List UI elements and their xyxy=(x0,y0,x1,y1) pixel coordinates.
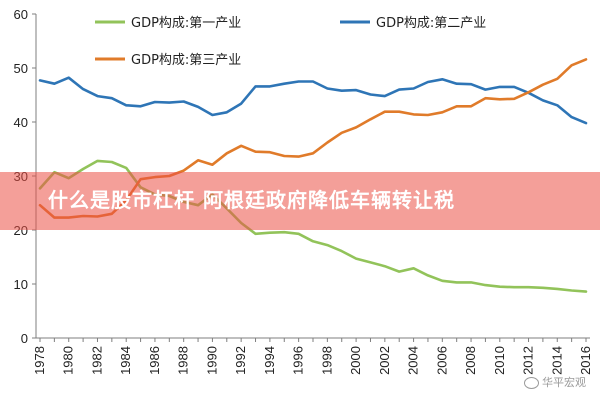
x-tick-label: 2016 xyxy=(578,346,593,375)
x-tick-label: 2012 xyxy=(521,346,536,375)
x-tick-label: 2008 xyxy=(463,346,478,375)
x-tick-label: 2002 xyxy=(377,346,392,375)
legend-label: GDP构成:第二产业 xyxy=(376,16,486,31)
x-tick-label: 1982 xyxy=(89,346,104,375)
x-tick-label: 1980 xyxy=(61,346,76,375)
x-tick-label: 1998 xyxy=(319,346,334,375)
x-tick-label: 2000 xyxy=(348,346,363,375)
series-line-2 xyxy=(38,76,588,125)
x-tick-label: 2006 xyxy=(434,346,449,375)
x-tick-label: 1986 xyxy=(147,346,162,375)
headline-banner: 什么是股市杠杆 阿根廷政府降低车辆转让税 xyxy=(0,172,600,230)
legend: GDP构成:第一产业 GDP构成:第二产业 GDP构成:第三产业 xyxy=(95,16,486,68)
watermark-text: 华平宏观 xyxy=(542,376,586,389)
x-tick-label: 1990 xyxy=(204,346,219,375)
x-tick-label: 2004 xyxy=(406,346,421,375)
x-tick-label: 1994 xyxy=(262,346,277,375)
headline-title[interactable]: 什么是股市杠杆 阿根廷政府降低车辆转让税 xyxy=(48,188,455,212)
x-tick-label: 2014 xyxy=(549,346,564,375)
x-tick-label: 2010 xyxy=(492,346,507,375)
x-tick-label: 1996 xyxy=(291,346,306,375)
wechat-icon xyxy=(524,377,539,389)
x-tick-label: 1992 xyxy=(233,346,248,375)
x-tick-label: 1978 xyxy=(32,346,47,375)
y-tick-label: 60 xyxy=(14,7,28,22)
watermark: 华平宏观 xyxy=(524,374,586,390)
x-tick-label: 1988 xyxy=(176,346,191,375)
y-tick-label: 50 xyxy=(14,61,28,76)
y-tick-label: 0 xyxy=(21,331,28,346)
x-tick-label: 1984 xyxy=(118,346,133,375)
y-tick-label: 40 xyxy=(14,115,28,130)
legend-label: GDP构成:第三产业 xyxy=(131,53,241,68)
legend-label: GDP构成:第一产业 xyxy=(131,16,241,31)
y-tick-label: 10 xyxy=(14,277,28,292)
